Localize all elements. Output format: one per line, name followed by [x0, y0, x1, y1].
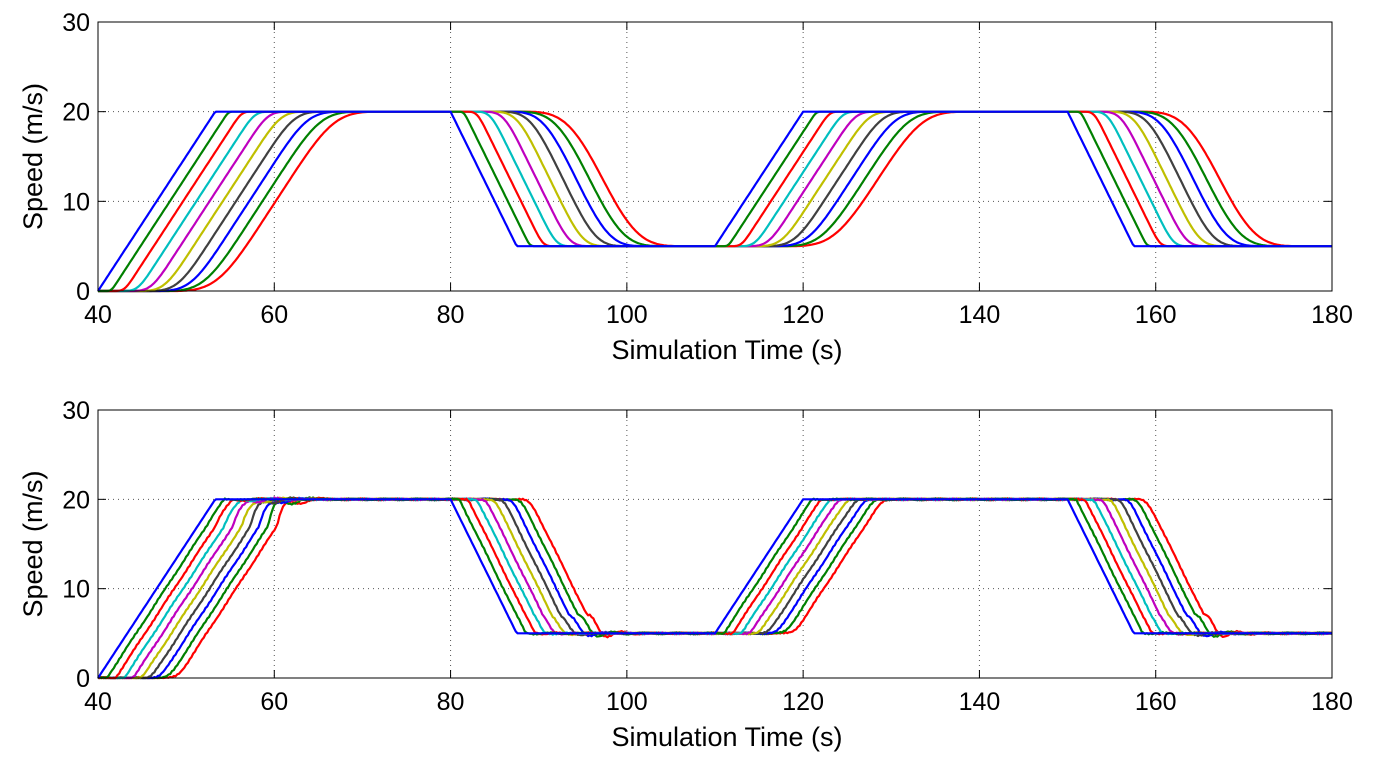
y-tick-label: 30 [62, 9, 90, 37]
x-tick-label: 40 [84, 688, 112, 716]
y-tick-label: 10 [62, 576, 90, 604]
x-tick-label: 160 [1135, 301, 1177, 329]
y-tick-label: 0 [76, 278, 90, 306]
axes-frame [97, 409, 1333, 679]
y-tick-label: 10 [62, 188, 90, 216]
subplot-1: 40 60 80 100 120 140 160 180 0 10 20 30 Simulation T… [18, 9, 1353, 365]
x-tick-label: 60 [260, 301, 288, 329]
x-tick-label: 80 [437, 688, 465, 716]
x-tick-label: 120 [782, 301, 824, 329]
x-tick-label: 140 [959, 301, 1001, 329]
plot-area [98, 22, 1332, 291]
subplot-2: 40 60 80 100 120 140 160 180 0 10 20 30 Simulation T… [18, 397, 1353, 752]
x-tick-label: 60 [260, 688, 288, 716]
y-axis-label: Speed (m/s) [18, 83, 48, 230]
series-line-1 [97, 498, 1332, 679]
x-tick-label: 140 [959, 688, 1001, 716]
x-tick-label: 100 [606, 301, 648, 329]
x-axis-label: Simulation Time (s) [611, 335, 842, 365]
y-tick-label: 0 [76, 665, 90, 693]
y-tick-label: 20 [62, 486, 90, 514]
series-line-1 [97, 110, 1332, 292]
axes-frame [97, 21, 1333, 292]
series-group [97, 496, 1333, 680]
x-tick-label: 120 [782, 688, 824, 716]
x-tick-label: 100 [606, 688, 648, 716]
x-tick-label: 180 [1311, 688, 1353, 716]
x-axis-label: Simulation Time (s) [611, 722, 842, 752]
y-tick-label: 30 [62, 397, 90, 425]
x-tick-label: 160 [1135, 688, 1177, 716]
plot-area [98, 410, 1332, 678]
y-axis-label: Speed (m/s) [18, 470, 48, 617]
x-tick-label: 80 [437, 301, 465, 329]
x-tick-label: 40 [84, 301, 112, 329]
series-group [97, 110, 1332, 293]
x-tick-label: 180 [1311, 301, 1353, 329]
y-tick-label: 20 [62, 99, 90, 127]
